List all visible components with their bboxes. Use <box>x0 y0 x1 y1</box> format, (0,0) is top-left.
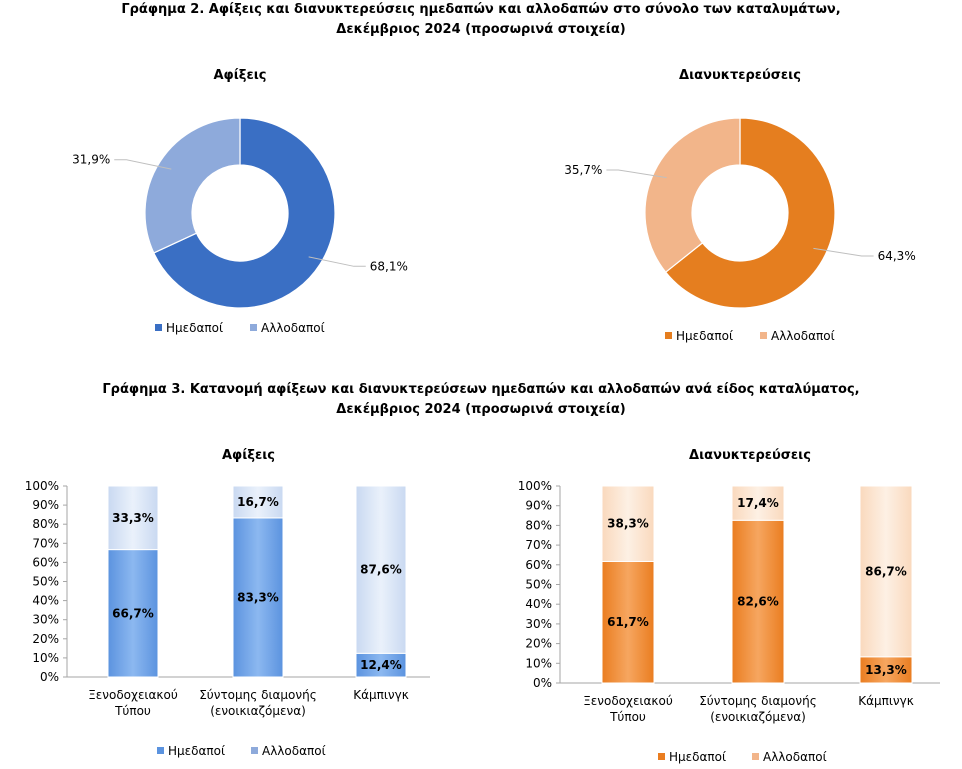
bar-chart-4-bar-1-ημεδαποί <box>601 560 655 684</box>
bar-chart-3-y-tick-label-5: 50% <box>32 575 59 589</box>
pie-1-legend-label-1: Ημεδαποί <box>166 321 223 335</box>
bar-chart-3-y-tick-label-9: 90% <box>32 498 59 512</box>
bar-chart-4-category-label-2-1: Σύντομης διαμονής <box>699 694 817 708</box>
bar-chart-4-bar-2-ημεδαποί <box>731 519 785 684</box>
bar-chart-4-category-label-2-2: (ενοικιαζόμενα) <box>710 710 806 724</box>
bar-chart-3-y-tick-label-8: 80% <box>32 517 59 531</box>
pie-1-legend-swatch-1 <box>155 324 162 331</box>
bar-chart-4-y-tick-label-7: 70% <box>525 538 552 552</box>
pie-2-legend-label-1: Ημεδαποί <box>676 329 733 343</box>
bar-chart-4-y-tick-label-4: 40% <box>525 597 552 611</box>
bar-chart-4-bar-3-αλλοδαποί <box>859 485 913 658</box>
pie-1-data-label-1: 68,1% <box>370 259 408 273</box>
pie-2-legend-swatch-1 <box>665 332 672 339</box>
graph-2-title-line-1: Γράφημα 2. Αφίξεις και διανυκτερεύσεις η… <box>121 2 841 17</box>
bar-chart-3-data-label-1-1: 66,7% <box>112 606 154 620</box>
pie-2-leader-line-1 <box>813 247 874 257</box>
bar-chart-3-category-label-2-1: Σύντομης διαμονής <box>199 688 317 702</box>
bar-chart-3-data-label-2-2: 16,7% <box>237 495 279 509</box>
bar-chart-4-legend-label-1: Ημεδαποί <box>669 750 726 764</box>
bar-chart-3-y-tick-label-2: 20% <box>32 632 59 646</box>
bar-chart-4-legend-label-2: Αλλοδαποί <box>763 750 827 764</box>
bar-chart-4-y-tick-label-0: 0% <box>533 676 552 690</box>
pie-1-legend-swatch-2 <box>250 324 257 331</box>
bar-chart-3-y-tick-label-1: 10% <box>32 651 59 665</box>
bar-chart-4-y-tick-label-1: 10% <box>525 656 552 670</box>
pie-2-data-label-2: 35,7% <box>564 163 602 177</box>
bar-chart-4-y-tick-label-10: 100% <box>518 479 552 493</box>
pie-2-slice-ημεδαποί <box>664 117 836 309</box>
bar-chart-3-legend-swatch-2 <box>251 747 258 754</box>
bar-chart-3-title: Αφίξεις <box>222 448 275 463</box>
pie-1-slice-ημεδαποί <box>152 117 336 309</box>
graph-3-title-line-2: Δεκέμβριος 2024 (προσωρινά στοιχεία) <box>336 402 626 417</box>
bar-chart-4-category-label-1-1: Ξενοδοχειακού <box>583 694 673 708</box>
bar-chart-4-bar-1-αλλοδαποί <box>601 485 655 562</box>
bar-chart-4-y-tick-label-8: 80% <box>525 518 552 532</box>
bar-chart-4-data-label-1-2: 38,3% <box>607 517 649 531</box>
bar-chart-3-data-label-1-2: 33,3% <box>112 511 154 525</box>
bar-chart-4-legend-swatch-1 <box>658 753 665 760</box>
bar-chart-4-title: Διανυκτερεύσεις <box>689 448 811 463</box>
pie-2-slice-αλλοδαποί <box>644 117 741 274</box>
bar-chart-3-y-tick-label-10: 100% <box>25 479 59 493</box>
bar-chart-4-y-tick-label-5: 50% <box>525 578 552 592</box>
bar-chart-3-category-label-3-1: Κάμπινγκ <box>353 688 409 702</box>
pie-2-title: Διανυκτερεύσεις <box>679 68 801 83</box>
pie-1-leader-line-1 <box>308 256 366 267</box>
bar-chart-3-category-label-1-2: Τύπου <box>114 704 151 718</box>
bar-chart-3-bar-2-αλλοδαποί <box>232 485 284 519</box>
bar-chart-4-data-label-3-1: 13,3% <box>865 663 907 677</box>
pie-1-data-label-2: 31,9% <box>72 153 110 167</box>
bar-chart-3-bar-3-αλλοδαποί <box>355 485 407 654</box>
bar-chart-4-data-label-3-2: 86,7% <box>865 564 907 578</box>
bar-chart-3-y-tick-label-6: 60% <box>32 555 59 569</box>
bar-chart-3-bar-2-ημεδαποί <box>232 517 284 678</box>
pie-2-legend-swatch-2 <box>760 332 767 339</box>
bar-chart-3-y-tick-label-0: 0% <box>40 670 59 684</box>
graph-2-title-line-2: Δεκέμβριος 2024 (προσωρινά στοιχεία) <box>336 22 626 37</box>
pie-1-title: Αφίξεις <box>214 68 267 83</box>
bar-chart-4-legend-swatch-2 <box>752 753 759 760</box>
bar-chart-3-legend-label-1: Ημεδαποί <box>168 744 225 758</box>
bar-chart-4-y-tick-label-3: 30% <box>525 617 552 631</box>
bar-chart-4-y-tick-label-2: 20% <box>525 637 552 651</box>
bar-chart-4-category-label-3-1: Κάμπινγκ <box>858 694 914 708</box>
bar-chart-4-data-label-2-2: 17,4% <box>737 496 779 510</box>
bar-chart-4-category-label-1-2: Τύπου <box>609 710 646 724</box>
pie-1-leader-line-2 <box>114 159 172 170</box>
bar-chart-4-data-label-1-1: 61,7% <box>607 615 649 629</box>
bar-chart-4-bar-2-αλλοδαποί <box>731 485 785 521</box>
bar-chart-3-data-label-2-1: 83,3% <box>237 590 279 604</box>
bar-chart-3-data-label-3-2: 87,6% <box>360 563 402 577</box>
bar-chart-3-category-label-2-2: (ενοικιαζόμενα) <box>210 704 306 718</box>
bar-chart-3-category-label-1-1: Ξενοδοχειακού <box>88 688 178 702</box>
bar-chart-4-data-label-2-1: 82,6% <box>737 595 779 609</box>
pie-2-legend-label-2: Αλλοδαποί <box>771 329 835 343</box>
bar-chart-4-bar-3-ημεδαποί <box>859 656 913 684</box>
bar-chart-3-y-tick-label-4: 40% <box>32 594 59 608</box>
bar-chart-3-y-tick-label-3: 30% <box>32 613 59 627</box>
bar-chart-3-legend-label-2: Αλλοδαποί <box>262 744 326 758</box>
bar-chart-3-bar-1-ημεδαποί <box>107 549 159 678</box>
bar-chart-3-bar-1-αλλοδαποί <box>107 485 159 551</box>
pie-1-legend-label-2: Αλλοδαποί <box>261 321 325 335</box>
bar-chart-4-y-tick-label-6: 60% <box>525 558 552 572</box>
bar-chart-4-y-tick-label-9: 90% <box>525 499 552 513</box>
bar-chart-3-legend-swatch-1 <box>157 747 164 754</box>
graph-2-title: Γράφημα 2. Αφίξεις και διανυκτερεύσεις η… <box>0 0 962 40</box>
bar-chart-3-data-label-3-1: 12,4% <box>360 658 402 672</box>
pie-2-leader-line-2 <box>606 169 667 179</box>
pie-2-data-label-1: 64,3% <box>878 249 916 263</box>
bar-chart-3-y-tick-label-7: 70% <box>32 536 59 550</box>
graph-3-title: Γράφημα 3. Κατανομή αφίξεων και διανυκτε… <box>0 380 962 420</box>
pie-1-slice-αλλοδαποί <box>144 117 241 254</box>
graph-3-title-line-1: Γράφημα 3. Κατανομή αφίξεων και διανυκτε… <box>102 382 860 397</box>
